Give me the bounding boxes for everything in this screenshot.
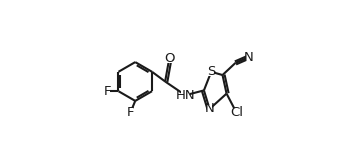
Text: O: O — [164, 52, 174, 65]
Text: F: F — [127, 106, 134, 119]
Bar — [166, 55, 172, 63]
Text: S: S — [207, 65, 216, 78]
Bar — [232, 108, 240, 116]
Text: HN: HN — [175, 89, 195, 102]
Bar — [180, 91, 190, 99]
Bar — [246, 53, 251, 61]
Text: F: F — [103, 85, 111, 98]
Bar — [104, 87, 110, 95]
Text: N: N — [244, 51, 253, 64]
Text: Cl: Cl — [230, 106, 243, 119]
Bar — [208, 68, 214, 76]
Text: N: N — [205, 103, 214, 115]
Bar — [127, 108, 134, 117]
Bar — [207, 105, 212, 113]
